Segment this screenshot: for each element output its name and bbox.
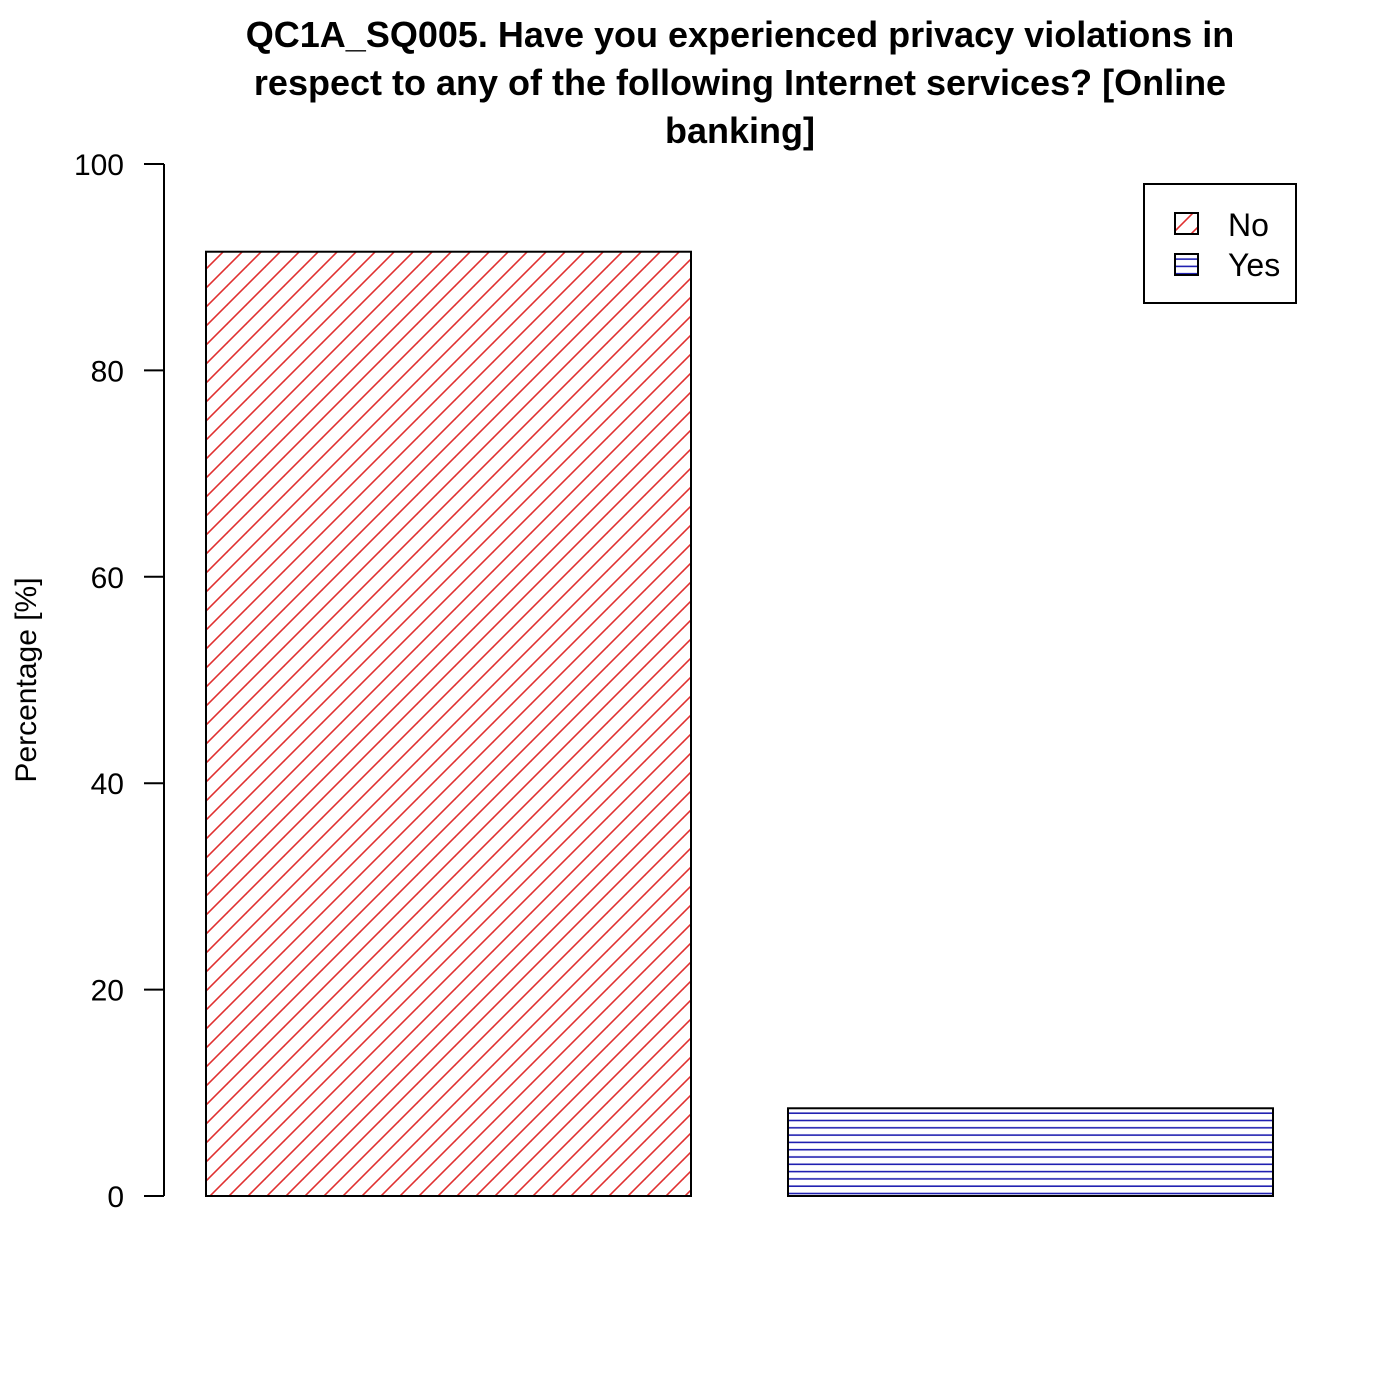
y-axis: 0 20 40 60 80 100	[74, 149, 165, 1214]
chart-title-line-1: QC1A_SQ005. Have you experienced privacy…	[246, 14, 1234, 55]
bar-yes	[787, 1107, 1274, 1198]
chart-title-line-2: respect to any of the following Internet…	[254, 62, 1226, 103]
y-tick-label-5: 100	[74, 149, 124, 182]
legend-swatch-yes	[1174, 253, 1199, 276]
y-tick-label-1: 20	[91, 975, 124, 1008]
legend-swatch-no	[1174, 212, 1199, 235]
legend-label-no: No	[1228, 207, 1269, 243]
y-tick-label-3: 60	[91, 562, 124, 595]
legend-box	[1143, 183, 1297, 304]
y-axis-label: Percentage [%]	[10, 577, 43, 782]
chart-title-line-3: banking]	[665, 110, 815, 151]
y-tick-label-2: 40	[91, 768, 124, 801]
legend-label-yes: Yes	[1228, 247, 1280, 283]
chart-title: QC1A_SQ005. Have you experienced privacy…	[246, 14, 1234, 151]
y-tick-label-0: 0	[107, 1181, 124, 1214]
bars	[205, 250, 1274, 1198]
bar-no	[205, 250, 692, 1198]
legend: No Yes	[1143, 183, 1297, 304]
y-tick-label-4: 80	[91, 355, 124, 388]
